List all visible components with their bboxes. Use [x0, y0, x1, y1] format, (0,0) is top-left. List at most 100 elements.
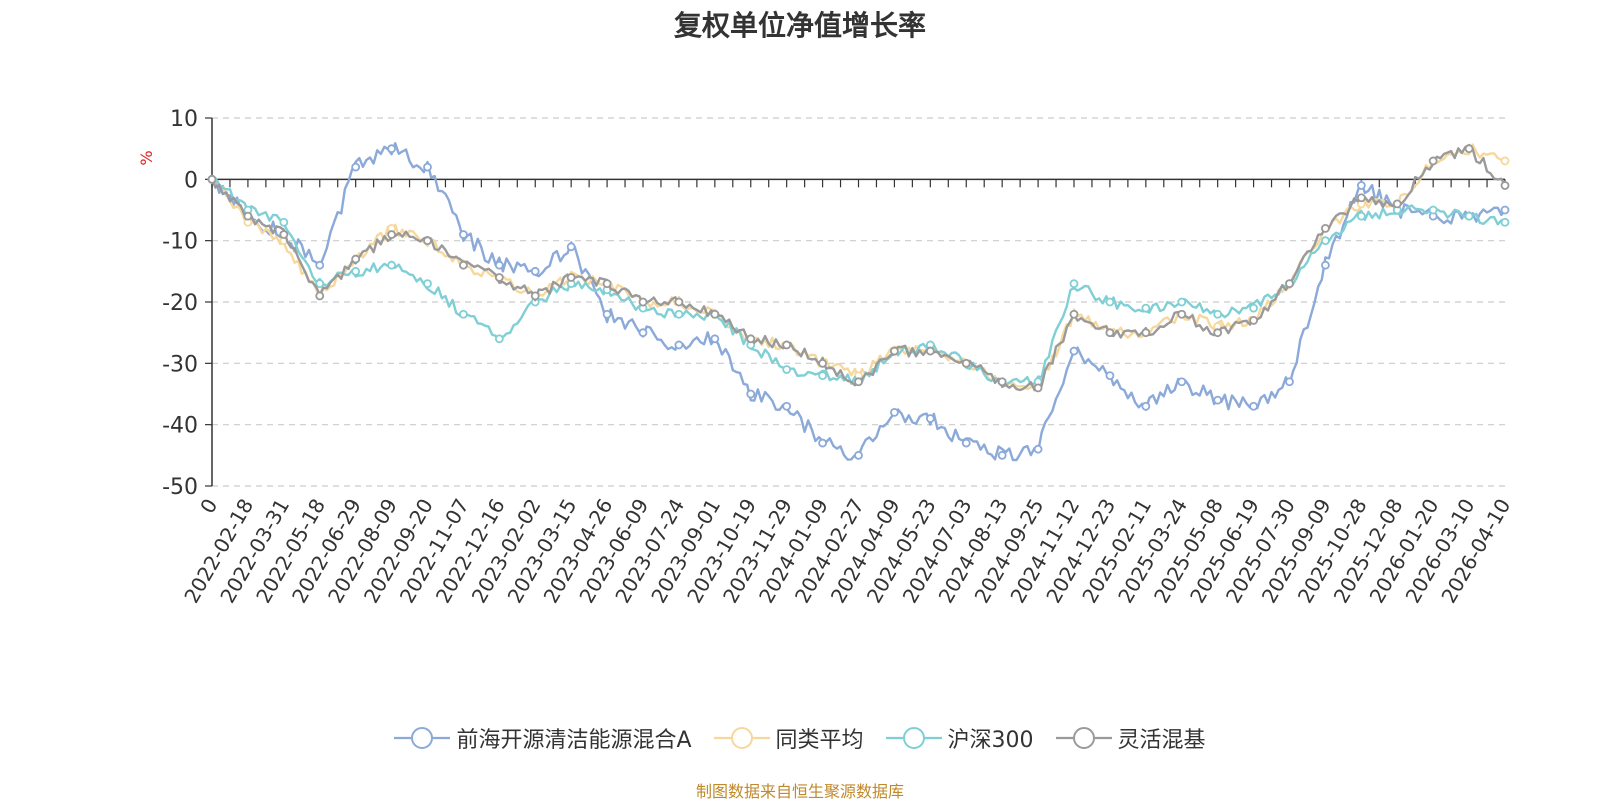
- series-point: [1285, 377, 1294, 387]
- series-point: [854, 450, 863, 460]
- series-point: [746, 334, 756, 344]
- series-point: [566, 273, 576, 282]
- series-point: [1177, 309, 1187, 319]
- series-point: [854, 377, 863, 387]
- series-point: [1105, 297, 1115, 307]
- series-point: [746, 389, 756, 399]
- series-point: [315, 279, 325, 289]
- series-point: [997, 450, 1007, 460]
- series-point: [279, 230, 289, 239]
- series-point: [207, 174, 217, 184]
- legend-symbol-icon: [885, 727, 942, 749]
- series-point: [494, 334, 504, 344]
- series-point: [1105, 371, 1115, 381]
- legend-label: 灵活混基: [1117, 728, 1206, 753]
- series-point: [351, 162, 361, 172]
- y-tick-label: -50: [162, 475, 198, 500]
- series-point: [387, 230, 396, 239]
- series-point: [1428, 156, 1438, 166]
- x-tick-label: 0: [195, 495, 222, 518]
- series-point: [1213, 309, 1223, 319]
- series-point: [1141, 303, 1151, 313]
- series-point: [782, 340, 792, 350]
- y-tick-label: -10: [162, 230, 198, 255]
- legend-item[interactable]: 同类平均: [713, 722, 864, 754]
- series-point: [890, 346, 899, 356]
- series-point: [890, 407, 899, 417]
- series-point: [710, 334, 720, 344]
- series-point: [961, 438, 971, 448]
- series-point: [638, 328, 648, 338]
- series-point: [602, 279, 612, 289]
- series-point: [1285, 279, 1294, 289]
- series-point: [530, 291, 540, 301]
- series-point: [387, 260, 396, 270]
- series-point: [710, 309, 720, 319]
- series-point: [602, 309, 612, 319]
- series-point: [1213, 395, 1223, 405]
- series-point: [459, 230, 468, 239]
- y-tick-label: -40: [162, 414, 198, 439]
- y-tick-label: 0: [184, 168, 198, 193]
- series-point: [638, 297, 648, 307]
- series-point: [1177, 377, 1187, 387]
- series-point: [1249, 315, 1258, 325]
- series-layer: [207, 142, 1510, 462]
- series-point: [459, 260, 468, 270]
- grid-layer: [212, 117, 1505, 487]
- series-point: [1321, 236, 1330, 246]
- chart-title: 复权单位净值增长率: [673, 9, 926, 42]
- series-point: [997, 377, 1007, 387]
- series-point: [279, 217, 289, 227]
- series-point: [243, 211, 253, 221]
- series-point: [566, 242, 576, 252]
- series-point: [782, 365, 792, 374]
- series-point: [925, 346, 935, 356]
- series-point: [925, 414, 935, 423]
- series-point: [818, 438, 827, 448]
- series-point: [423, 162, 432, 172]
- series-line: [212, 142, 1506, 462]
- legend-symbol-icon: [713, 727, 770, 749]
- series-point: [1500, 181, 1510, 190]
- legend-item[interactable]: 沪深300: [885, 722, 1034, 754]
- legend-item[interactable]: 前海开源清洁能源混合A: [394, 722, 692, 754]
- source-note: 制图数据来自恒生聚源数据库: [695, 782, 904, 801]
- legend-label: 沪深300: [947, 728, 1034, 753]
- legend-symbol-icon: [1055, 727, 1112, 749]
- series-point: [423, 236, 432, 246]
- y-tick-label: 10: [170, 107, 198, 132]
- axis-layer: 100-10-20-30-40-50%02022-02-182022-03-31…: [137, 107, 1515, 607]
- series-point: [818, 358, 827, 368]
- series-point: [494, 260, 504, 270]
- series-point: [387, 144, 396, 154]
- series-point: [1033, 383, 1043, 393]
- series-point: [1033, 444, 1043, 454]
- series-point: [1105, 328, 1115, 338]
- series-point: [1321, 260, 1330, 270]
- legend-item[interactable]: 灵活混基: [1055, 722, 1206, 754]
- series-point: [315, 260, 325, 270]
- legend: 前海开源清洁能源混合A 同类平均 沪深300 灵活混基: [0, 722, 1600, 754]
- series-point: [1141, 401, 1151, 411]
- series-point: [1356, 211, 1366, 221]
- series-point: [423, 279, 432, 289]
- legend-label: 同类平均: [775, 728, 864, 753]
- series-point: [961, 358, 971, 368]
- series-point: [351, 254, 361, 264]
- y-tick-label: -30: [162, 352, 198, 377]
- series-point: [674, 309, 684, 319]
- series-point: [351, 266, 361, 276]
- series-point: [1464, 211, 1474, 221]
- series-point: [1464, 144, 1474, 154]
- series-point: [1500, 156, 1510, 166]
- series-point: [1249, 303, 1258, 313]
- series-point: [1356, 193, 1366, 203]
- series-point: [818, 371, 827, 381]
- series-point: [1392, 199, 1402, 209]
- series-point: [674, 297, 684, 307]
- series-point: [315, 291, 325, 301]
- series-point: [1249, 401, 1258, 411]
- legend-label: 前海开源清洁能源混合A: [456, 728, 692, 753]
